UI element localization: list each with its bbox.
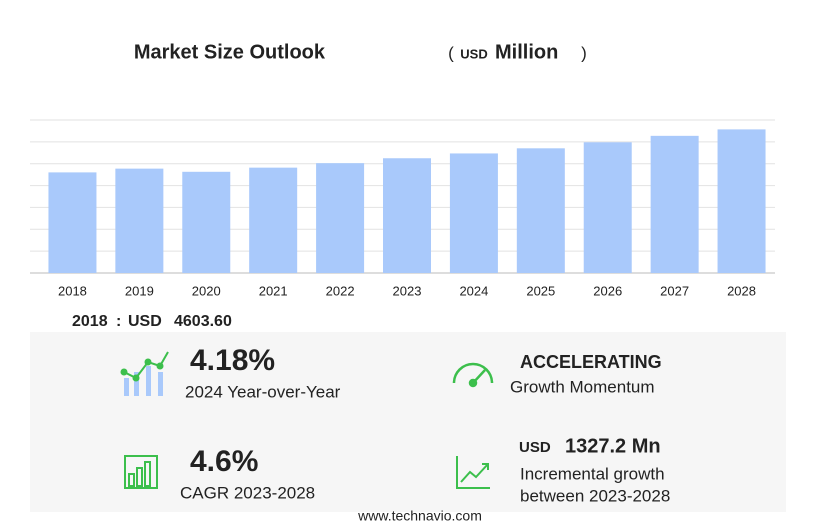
x-tick-label: 2025 <box>526 283 555 298</box>
stat-label: between 2023-2028 <box>520 486 670 505</box>
summary-year: 2018 <box>72 313 108 330</box>
increment-icon <box>456 456 490 489</box>
yoy-icon <box>120 351 169 396</box>
x-tick-label: 2026 <box>593 283 622 298</box>
bar <box>516 148 565 273</box>
stat-value: ACCELERATING <box>520 352 662 372</box>
stat-label: 2024 Year-over-Year <box>185 382 341 401</box>
unit-currency: USD <box>460 46 487 61</box>
bar <box>48 172 97 273</box>
momentum-icon <box>452 362 494 388</box>
bar <box>383 158 431 273</box>
cagr-icon <box>124 455 158 489</box>
x-tick-label: 2028 <box>727 283 756 298</box>
stat-currency: USD <box>519 439 551 456</box>
bar <box>449 153 498 273</box>
summary-value: 4603.60 <box>174 313 232 330</box>
x-tick-label: 2023 <box>393 283 422 298</box>
unit-open: ( <box>448 43 454 62</box>
unit-close: ) <box>581 43 587 62</box>
bar <box>650 135 699 273</box>
stat-label: Growth Momentum <box>510 377 655 396</box>
stat-value: 4.18% <box>190 344 275 377</box>
x-tick-label: 2022 <box>326 283 355 298</box>
bar <box>583 142 632 273</box>
bar <box>316 163 365 273</box>
summary-separator: : <box>116 313 121 330</box>
bar <box>717 129 766 273</box>
bar <box>249 167 298 273</box>
x-tick-label: 2020 <box>192 283 221 298</box>
x-tick-label: 2019 <box>125 283 154 298</box>
chart-title: Market Size Outlook <box>134 41 326 63</box>
x-tick-label: 2024 <box>459 283 488 298</box>
bar <box>182 171 231 273</box>
stat-value: 4.6% <box>190 445 258 478</box>
summary-unit: USD <box>128 313 162 330</box>
stat-label: Incremental growth <box>520 464 665 483</box>
footer: www.technavio.com <box>357 508 482 524</box>
unit-name: Million <box>495 41 558 63</box>
x-tick-label: 2021 <box>259 283 288 298</box>
x-tick-label: 2018 <box>58 283 87 298</box>
bar <box>115 168 164 273</box>
stat-value: 1327.2 Mn <box>565 435 661 457</box>
x-tick-label: 2027 <box>660 283 689 298</box>
stat-label: CAGR 2023-2028 <box>180 483 315 502</box>
